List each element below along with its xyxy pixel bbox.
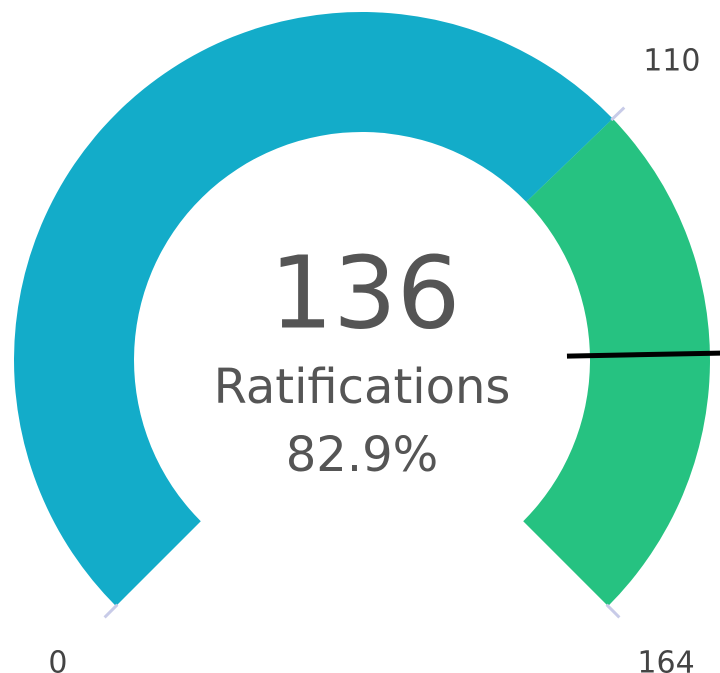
bands: [14, 12, 710, 607]
tick-mark: [103, 603, 119, 619]
gauge-value: 136: [270, 234, 461, 351]
gauge-band: [14, 12, 613, 607]
tick-label: 164: [637, 646, 694, 673]
gauge-band: [523, 118, 710, 607]
tick-label: 110: [643, 43, 700, 78]
tick-mark: [610, 106, 626, 122]
gauge-label: Ratifications: [214, 359, 511, 415]
gauge-needle: [566, 350, 720, 359]
tick-label: 0: [48, 646, 67, 673]
tick-mark: [605, 603, 621, 619]
gauge-percent: 82.9%: [286, 427, 438, 483]
